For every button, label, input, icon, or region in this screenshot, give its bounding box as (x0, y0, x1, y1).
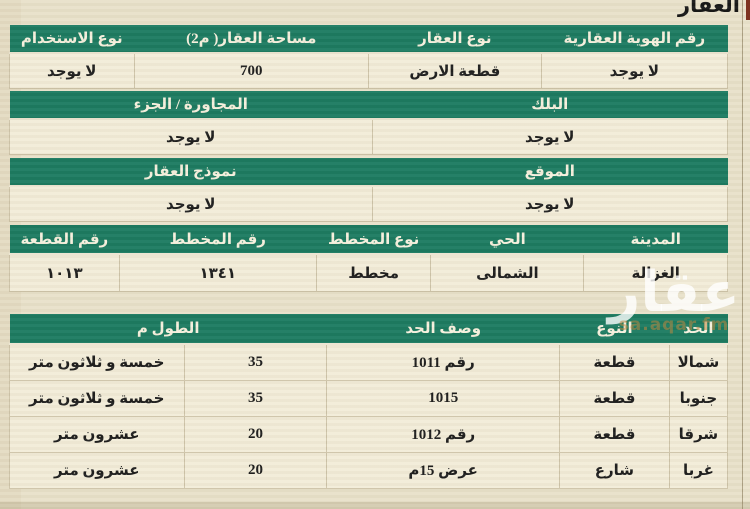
boundary-desc-cell: عرض 15م (326, 452, 560, 489)
neighborhood-part-value: لا يوجد (9, 119, 373, 155)
property-model-value: لا يوجد (9, 186, 373, 222)
property-info-table: رقم الهوية العقارية نوع العقار مساحة الع… (9, 25, 729, 89)
boundary-row-west: غربا شارع عرض 15م 20 عشرون متر (9, 452, 729, 489)
boundary-type-cell: قطعة (559, 380, 670, 417)
document-content: رقم الهوية العقارية نوع العقار مساحة الع… (9, 25, 729, 489)
page-right-edge (742, 0, 750, 509)
page-bottom-edge (0, 502, 750, 509)
boundary-length-words-cell: خمسة و ثلاثون متر (9, 343, 185, 381)
plan-header-row: المدينة الحي نوع المخطط رقم المخطط رقم ا… (9, 225, 728, 255)
district-value: الشمالى (430, 254, 585, 292)
block-value: لا يوجد (371, 119, 729, 155)
header-property-model: نموذج العقار (9, 158, 373, 187)
block-header-row: البلك المجاورة / الجزء (9, 91, 728, 120)
boundary-length-cell: 35 (183, 380, 328, 417)
boundaries-table: الحد النوع وصف الحد الطول م شمالا قطعة ر… (9, 314, 729, 489)
boundary-side-cell: غربا (668, 452, 729, 489)
property-info-header-row: رقم الهوية العقارية نوع العقار مساحة الع… (9, 25, 728, 54)
property-type-value: قطعة الارض (368, 53, 542, 89)
header-district: الحي (430, 225, 584, 255)
header-city: المدينة (583, 225, 728, 255)
header-neighborhood-part: المجاورة / الجزء (9, 91, 373, 120)
city-value: الغزالة (583, 254, 728, 292)
location-header-row: الموقع نموذج العقار (9, 158, 728, 187)
boundary-desc-cell: رقم 1012 (326, 416, 560, 453)
plan-table: المدينة الحي نوع المخطط رقم المخطط رقم ا… (9, 225, 728, 292)
plan-type-value: مخطط (315, 254, 432, 292)
boundary-type-cell: قطعة (559, 343, 670, 381)
boundary-length-cell: 35 (183, 343, 328, 381)
boundary-row-north: شمالا قطعة رقم 1011 35 خمسة و ثلاثون متر (9, 343, 729, 381)
location-table: الموقع نموذج العقار لا يوجد لا يوجد (9, 158, 729, 222)
boundary-length-words-cell: خمسة و ثلاثون متر (9, 380, 185, 417)
boundary-type-cell: قطعة (559, 416, 670, 453)
location-value-row: لا يوجد لا يوجد (9, 186, 729, 222)
block-table: البلك المجاورة / الجزء لا يوجد لا يوجد (9, 91, 729, 155)
boundary-side-cell: جنوبا (668, 380, 729, 417)
boundary-length-words-cell: عشرون متر (9, 452, 185, 489)
boundary-row-south: جنوبا قطعة 1015 35 خمسة و ثلاثون متر (9, 380, 729, 417)
boundary-desc-cell: رقم 1011 (326, 343, 560, 381)
boundary-length-cell: 20 (183, 452, 328, 489)
header-block: البلك (372, 91, 728, 120)
boundary-desc-cell: 1015 (326, 380, 560, 417)
header-boundary-type: النوع (559, 314, 670, 345)
property-info-value-row: لا يوجد قطعة الارض 700 لا يوجد (9, 53, 729, 89)
header-location: الموقع (372, 158, 728, 187)
plan-value-row: الغزالة الشمالى مخطط ١٣٤١ ١٠١٣ (9, 254, 728, 292)
block-value-row: لا يوجد لا يوجد (9, 119, 729, 155)
boundary-type-cell: شارع (559, 452, 670, 489)
header-usage-type: نوع الاستخدام (9, 25, 135, 54)
usage-type-value: لا يوجد (9, 53, 135, 89)
header-property-type: نوع العقار (368, 25, 542, 54)
header-property-id: رقم الهوية العقارية (541, 25, 728, 54)
header-plan-number: رقم المخطط (119, 225, 317, 255)
property-area-value: 700 (133, 53, 370, 89)
plot-number-value: ١٠١٣ (9, 254, 120, 292)
header-property-area: مساحة العقار( م2) (134, 25, 369, 54)
header-boundary-description: وصف الحد (326, 314, 560, 345)
header-boundary: الحد (669, 314, 728, 345)
header-plan-type: نوع المخطط (316, 225, 431, 255)
boundaries-header-row: الحد النوع وصف الحد الطول م (9, 314, 728, 345)
boundary-row-east: شرقا قطعة رقم 1012 20 عشرون متر (9, 416, 729, 453)
boundary-side-cell: شمالا (668, 343, 729, 381)
header-length-m: الطول م (9, 314, 327, 345)
corner-red-mark (746, 0, 750, 20)
boundary-side-cell: شرقا (668, 416, 729, 453)
page-title: العقار (677, 0, 740, 17)
header-plot-number: رقم القطعة (9, 225, 120, 255)
plan-number-value: ١٣٤١ (118, 254, 317, 292)
boundary-length-cell: 20 (183, 416, 328, 453)
location-value: لا يوجد (371, 186, 729, 222)
boundary-length-words-cell: عشرون متر (9, 416, 185, 453)
property-id-value: لا يوجد (540, 53, 729, 89)
